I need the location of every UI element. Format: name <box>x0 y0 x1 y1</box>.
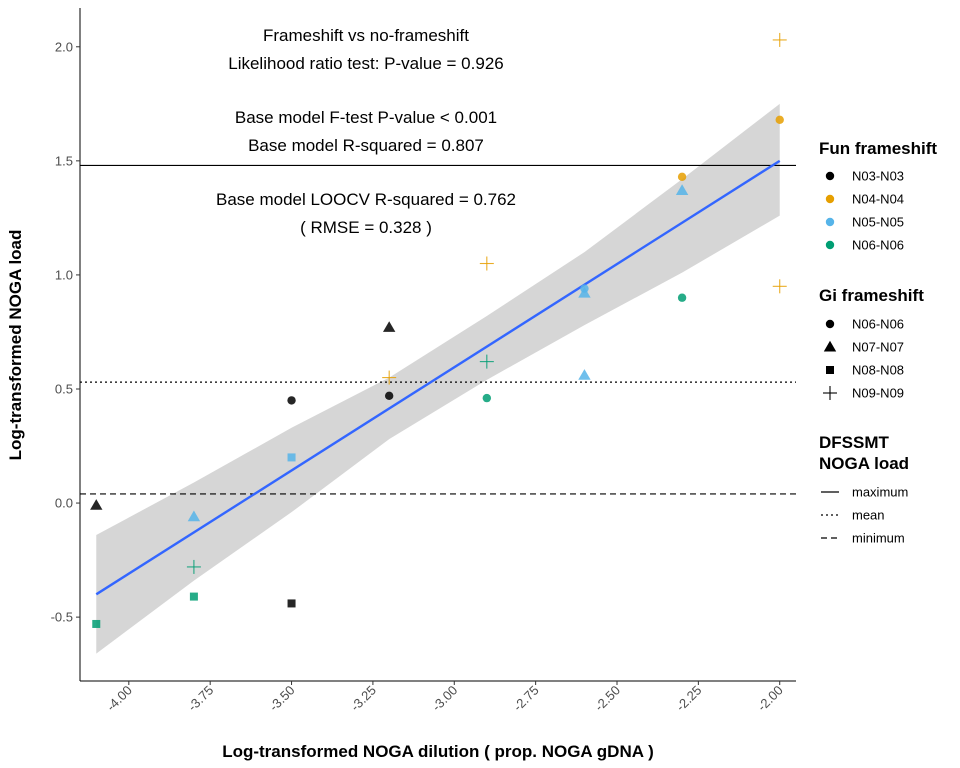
legend-label-linetype-1: mean <box>852 508 885 523</box>
annotation-line-3: Base model F-test P-value < 0.001 <box>235 108 497 127</box>
legend-label-color-3: N06-N06 <box>852 238 904 253</box>
data-point-10 <box>382 370 397 385</box>
legend-label-color-1: N04-N04 <box>852 192 904 207</box>
reference-lines-layer <box>80 164 796 495</box>
legend-key-plus <box>823 386 837 400</box>
data-point-17 <box>677 172 687 182</box>
data-point-1 <box>92 619 101 628</box>
x-tick-label-0: -4.00 <box>103 683 135 715</box>
annotation-line-6: ( RMSE = 0.328 ) <box>300 218 432 237</box>
annotation-line-2: Likelihood ratio test: P-value = 0.926 <box>228 54 503 73</box>
legend-label-color-2: N05-N05 <box>852 215 904 230</box>
legend-key-N05-N05 <box>825 217 835 227</box>
data-point-4 <box>186 559 201 574</box>
legend-area: Fun frameshift N03-N03 N04-N04 N05-N05 N06-N… <box>819 139 937 546</box>
data-point-16 <box>578 369 591 380</box>
x-tick-label-2: -3.50 <box>266 683 298 715</box>
legend-label-color-0: N03-N03 <box>852 169 904 184</box>
legend-title-linetype-0: DFSSMT <box>819 433 890 452</box>
axes-layer <box>79 8 796 682</box>
x-tick-label-8: -2.00 <box>754 683 786 715</box>
legend-label-linetype-0: maximum <box>852 485 908 500</box>
legend-key-triangle <box>823 340 837 352</box>
x-axis-title: Log-transformed NOGA dilution ( prop. NO… <box>222 742 654 761</box>
annotation-layer: Frameshift vs no-frameshift Likelihood r… <box>216 26 516 237</box>
x-tick-label-6: -2.50 <box>592 683 624 715</box>
data-points-layer <box>90 32 787 628</box>
x-tick-label-4: -3.00 <box>429 683 461 715</box>
data-point-19 <box>677 293 687 302</box>
data-point-7 <box>287 599 296 608</box>
legend-key-N06-N06 <box>825 240 835 250</box>
y-tick-label-1: 0.0 <box>55 496 73 511</box>
legend-label-shape-1: N07-N07 <box>852 340 904 355</box>
data-point-21 <box>775 115 784 124</box>
legend-title-shape: Gi frameshift <box>819 286 924 305</box>
legend-label-shape-0: N06-N06 <box>852 317 904 332</box>
data-point-5 <box>287 396 296 405</box>
data-point-20 <box>772 32 787 47</box>
legend-key-circle <box>825 319 835 329</box>
legend-label-shape-2: N08-N08 <box>852 363 904 378</box>
data-point-18 <box>675 184 689 195</box>
x-tick-label-7: -2.25 <box>673 683 705 715</box>
regression-line <box>95 159 781 596</box>
y-axis-title: Log-transformed NOGA load <box>6 230 25 461</box>
x-tick-label-3: -3.25 <box>347 683 379 715</box>
data-point-6 <box>287 453 296 462</box>
regression-line-layer <box>95 159 781 596</box>
data-point-22 <box>772 279 787 294</box>
x-tick-label-1: -3.75 <box>185 683 217 715</box>
y-tick-label-4: 1.5 <box>55 153 73 168</box>
y-tick-label-3: 1.0 <box>55 267 73 282</box>
data-point-13 <box>482 393 492 403</box>
legend-key-square <box>826 366 834 374</box>
legend-key-N04-N04 <box>825 194 835 204</box>
data-point-2 <box>187 510 201 522</box>
data-point-8 <box>382 321 396 332</box>
data-point-12 <box>479 354 494 369</box>
annotation-line-5: Base model LOOCV R-squared = 0.762 <box>216 190 516 209</box>
legend-linetype: DFSSMT NOGA load maximum mean minimum <box>819 433 909 546</box>
x-tick-label-5: -2.75 <box>510 683 542 715</box>
data-point-0 <box>90 499 103 510</box>
data-point-3 <box>189 592 198 601</box>
legend-label-linetype-2: minimum <box>852 531 905 546</box>
legend-title-linetype-1: NOGA load <box>819 454 909 473</box>
y-tick-label-2: 0.5 <box>55 381 73 396</box>
y-tick-label-0: -0.5 <box>51 610 73 625</box>
legend-title-color: Fun frameshift <box>819 139 937 158</box>
annotation-line-4: Base model R-squared = 0.807 <box>248 136 484 155</box>
annotation-line-1: Frameshift vs no-frameshift <box>263 26 469 45</box>
legend-label-shape-3: N09-N09 <box>852 386 904 401</box>
y-tick-label-5: 2.0 <box>55 39 73 54</box>
legend-color: Fun frameshift N03-N03 N04-N04 N05-N05 N06-N… <box>819 139 937 253</box>
legend-shape: Gi frameshift N06-N06 N07-N07 N08-N08 N09-N0… <box>819 286 924 401</box>
data-point-15 <box>578 286 591 298</box>
legend-key-N03-N03 <box>825 171 835 181</box>
data-point-11 <box>479 256 494 271</box>
data-point-9 <box>384 391 394 401</box>
